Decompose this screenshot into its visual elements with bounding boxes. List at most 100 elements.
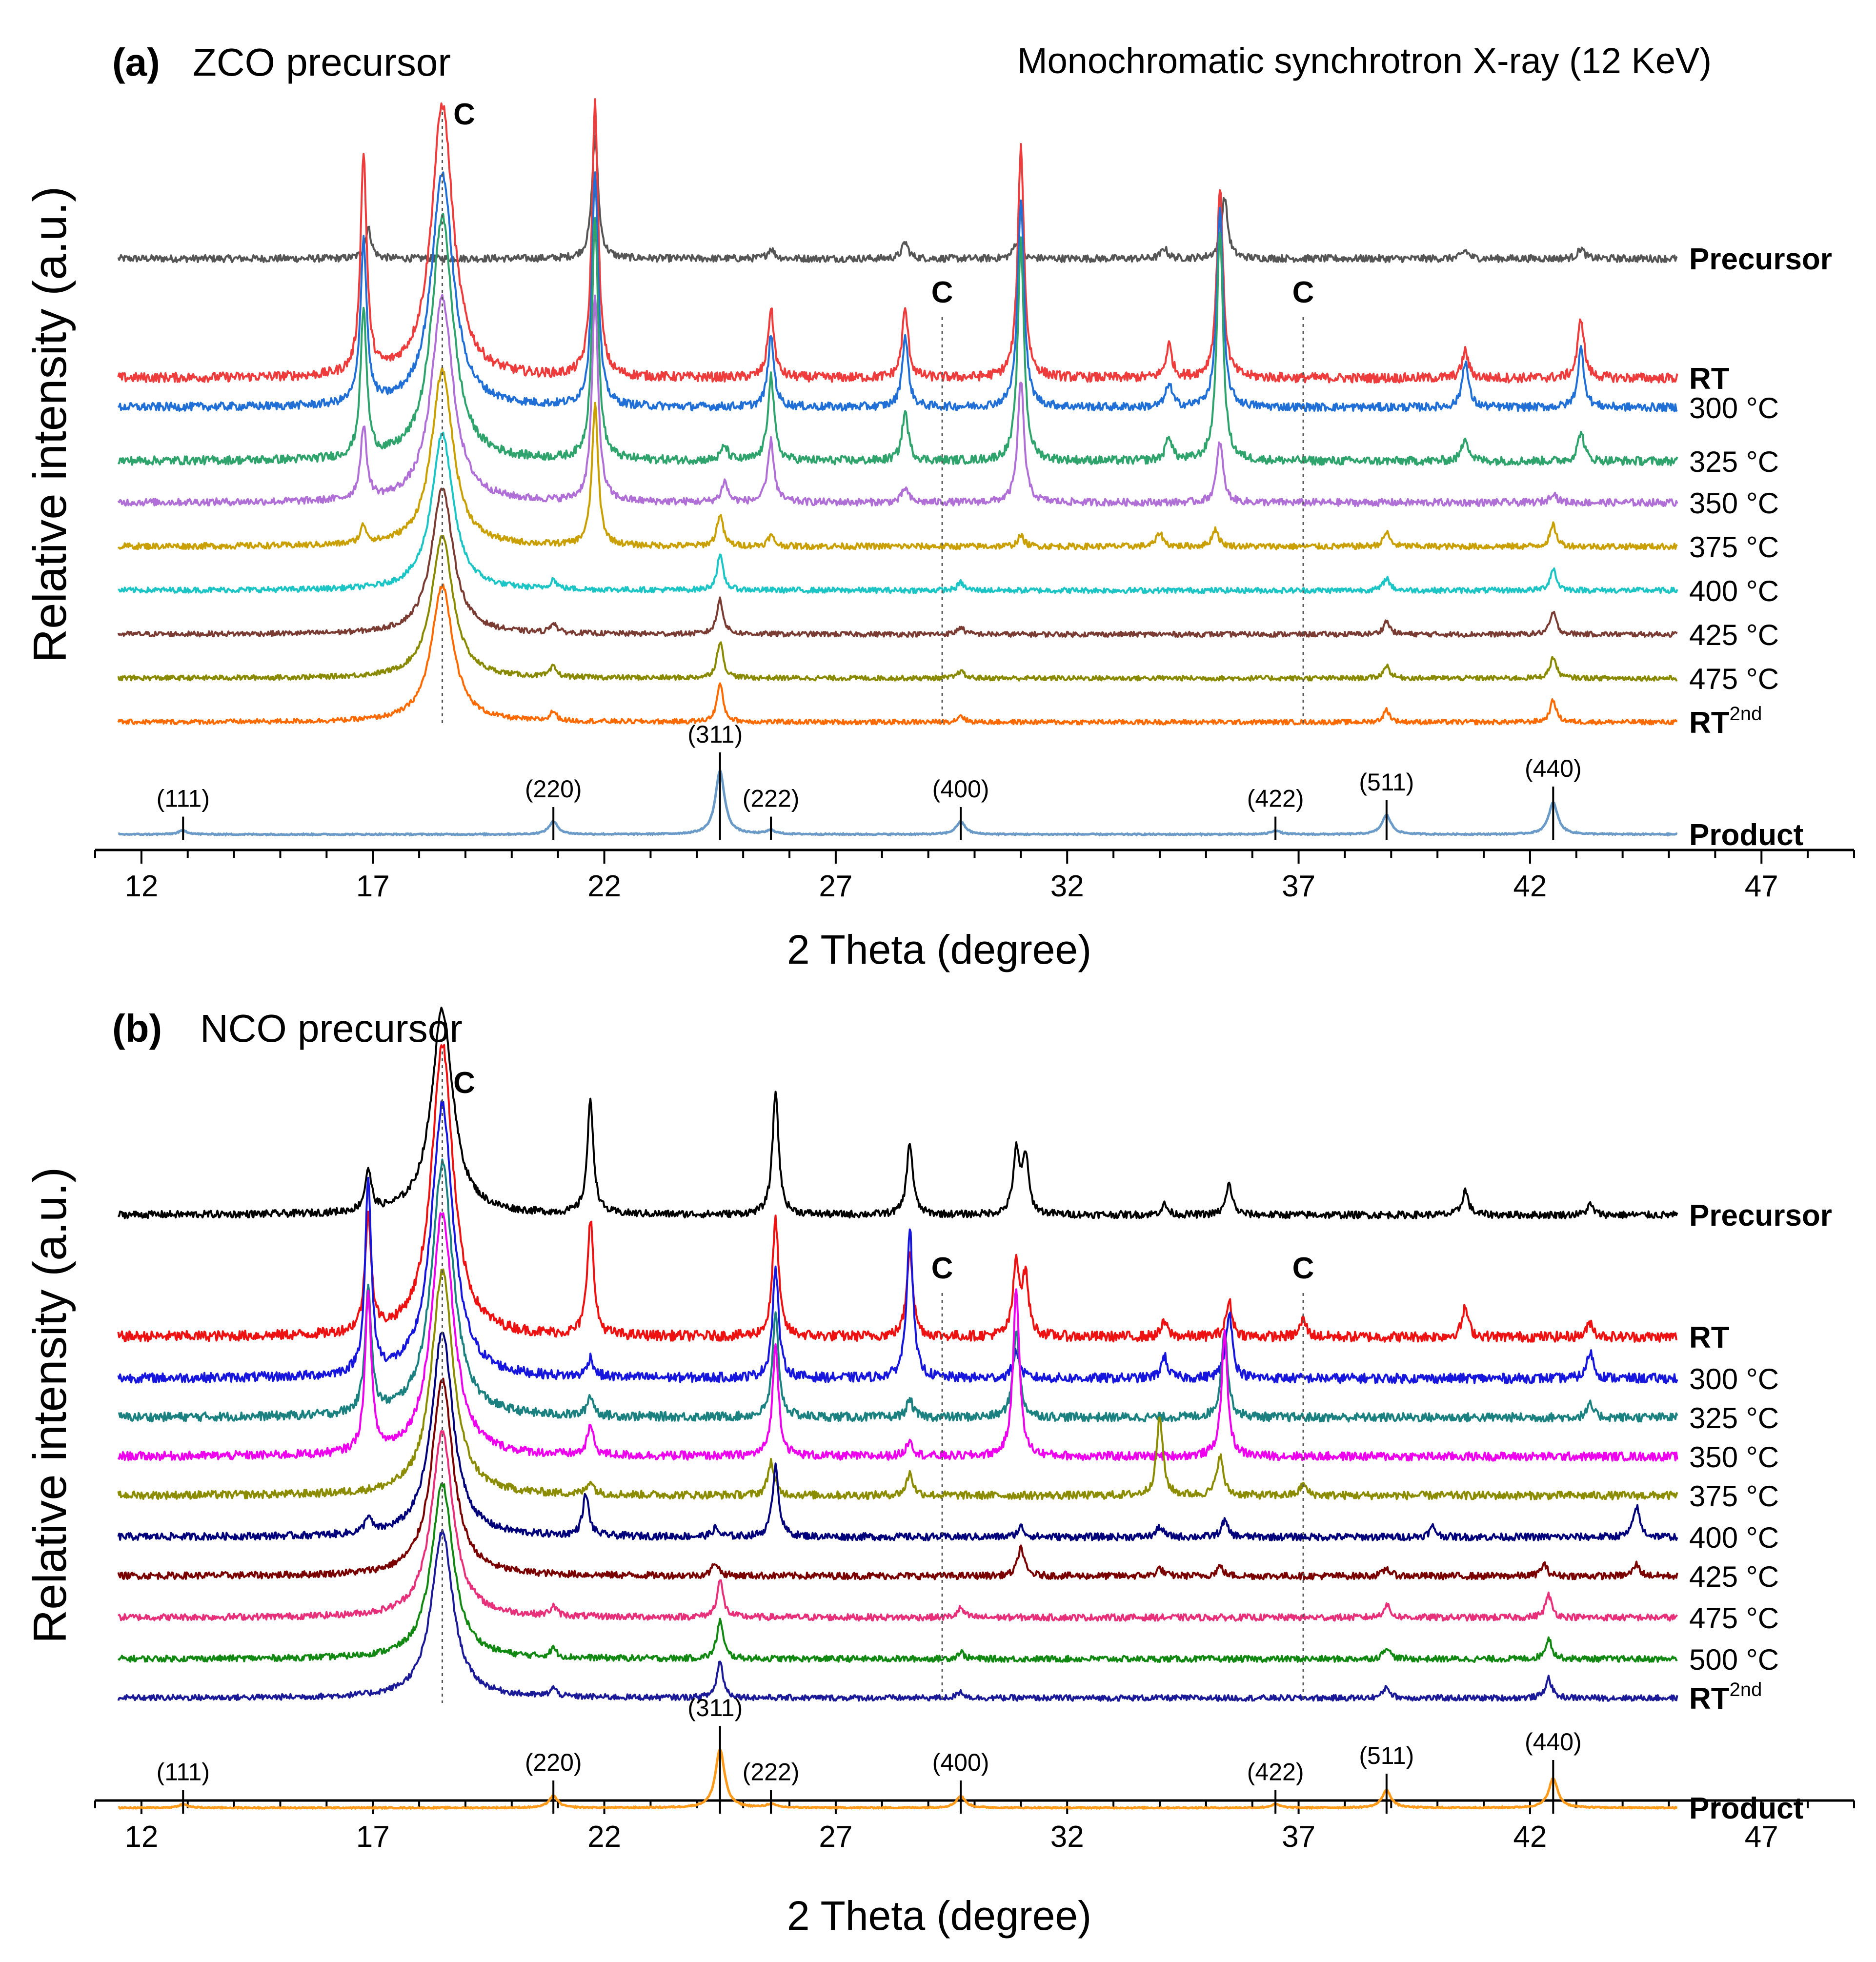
b-tick-label-37: 37 [1282,1820,1315,1854]
a-series-label-400-c: 400 °C [1689,575,1779,607]
panel-a-y-axis-title: Relative intensity (a.u.) [24,186,76,663]
panel-a-x-axis-title: 2 Theta (degree) [787,927,1091,972]
a-series-label-rt2nd: RT2nd [1689,703,1762,740]
b-series-label-325-c: 325 °C [1689,1402,1779,1435]
panel-a-traces [117,98,1678,837]
b-tick-label-32: 32 [1050,1820,1084,1854]
b-trace-300-c [117,1100,1678,1384]
a-reflection-label-422: (422) [1247,785,1304,812]
b-trace-350-c [117,1212,1678,1462]
panel-a-x-axis: 12 17 22 27 32 37 42 47 [94,849,1855,903]
a-tick-label-37: 37 [1282,870,1315,903]
a-trace-product [118,767,1678,837]
b-series-label-400-c: 400 °C [1689,1521,1779,1554]
a-reflection-label-222: (222) [743,785,800,812]
b-trace-product [118,1747,1677,1810]
a-carbon-mark: C [931,276,953,309]
b-trace-precursor [117,1007,1678,1219]
b-trace-425-c [117,1377,1678,1580]
b-carbon-mark: C [931,1252,953,1285]
panel-b-carbon-marks: C C C [442,1052,1314,1703]
b-series-label-rt: RT [1689,1321,1730,1355]
b-carbon-mark: C [1292,1252,1314,1285]
b-trace-rt2nd [117,1529,1678,1702]
panel-b-y-axis-title: Relative intensity (a.u.) [24,1167,76,1643]
b-carbon-mark: C [453,1066,475,1100]
a-series-label-300-c: 300 °C [1689,392,1779,425]
a-trace-400-c [118,431,1678,594]
b-series-label-375-c: 375 °C [1689,1480,1779,1513]
panel-b-traces [117,1007,1678,1810]
a-trace-375-c [117,366,1678,551]
panel-a: (a) ZCO precursor Monochromatic synchrot… [24,40,1855,972]
a-trace-350-c [117,294,1678,507]
a-trace-precursor [117,135,1678,263]
b-trace-475-c [117,1430,1678,1622]
a-carbon-mark: C [1292,276,1314,309]
b-series-label-product: Product [1689,1792,1803,1825]
a-trace-rt2nd [117,583,1677,726]
b-trace-375-c [117,1268,1678,1500]
b-reflection-label-422: (422) [1247,1759,1304,1786]
b-reflection-label-222: (222) [743,1759,800,1786]
a-series-label-425-c: 425 °C [1689,619,1779,651]
a-trace-475-c [117,535,1678,682]
a-tick-label-22: 22 [587,870,621,903]
panel-b-series-labels: Precursor RT 300 °C 325 °C 350 °C 375 °C 400 °… [1689,1199,1832,1825]
a-reflection-label-311: (311) [687,721,743,748]
panel-a-product-reflections: (111) (220) (311) (222) (400) (422) (511) (440) [157,721,1582,840]
b-reflection-label-111: (111) [157,1759,210,1786]
b-series-label-precursor: Precursor [1689,1199,1832,1233]
b-series-label-350-c: 350 °C [1689,1441,1779,1474]
b-series-label-300-c: 300 °C [1689,1363,1779,1396]
b-tick-label-27: 27 [819,1820,852,1854]
b-reflection-label-511: (511) [1359,1742,1414,1769]
panel-a-note: Monochromatic synchrotron X-ray (12 KeV) [1017,40,1712,81]
a-trace-325-c [117,213,1678,466]
a-reflection-label-111: (111) [157,785,210,812]
b-series-label-rt2nd: RT2nd [1689,1679,1762,1716]
a-carbon-mark: C [453,98,475,131]
a-tick-label-27: 27 [819,870,852,903]
a-trace-rt [117,98,1678,384]
a-tick-label-42: 42 [1513,870,1547,903]
panel-b-product-reflections: (111) (220) (311) (222) (400) (422) (511) (440) [157,1694,1582,1814]
b-tick-label-47: 47 [1745,1820,1778,1854]
a-reflection-label-440: (440) [1525,755,1582,782]
a-tick-label-47: 47 [1745,870,1778,903]
a-series-label-rt: RT [1689,362,1730,396]
panel-a-letter: (a) [112,40,160,84]
panel-b-x-axis: 12 17 22 27 32 37 42 47 [94,1799,1855,1854]
b-tick-label-12: 12 [124,1820,158,1854]
b-trace-rt [117,1044,1677,1343]
a-trace-300-c [117,171,1678,412]
a-series-label-sup: 2nd [1730,703,1762,725]
panel-b-letter: (b) [112,1007,162,1050]
a-series-label-325-c: 325 °C [1689,445,1779,478]
a-series-label-product: Product [1689,818,1803,852]
a-reflection-label-400: (400) [932,775,989,803]
a-reflection-label-511: (511) [1359,769,1414,796]
panel-b-title: NCO precursor [200,1007,463,1050]
a-series-label-350-c: 350 °C [1689,487,1779,520]
a-series-label-375-c: 375 °C [1689,531,1779,564]
panel-a-title: ZCO precursor [193,40,451,84]
a-tick-label-32: 32 [1050,870,1084,903]
b-trace-400-c [117,1331,1678,1542]
a-series-label-precursor: Precursor [1689,243,1832,276]
b-trace-500-c [117,1482,1678,1663]
b-series-label-425-c: 425 °C [1689,1560,1779,1593]
a-tick-label-17: 17 [356,870,390,903]
panel-b: (b) NCO precursor Relative intensity (a.… [24,1007,1855,1939]
panel-b-x-axis-title: 2 Theta (degree) [787,1893,1091,1939]
a-trace-425-c [117,487,1678,638]
panel-a-carbon-marks: C C C [442,98,1314,727]
b-series-label-sup: 2nd [1730,1679,1762,1700]
b-series-label-475-c: 475 °C [1689,1602,1779,1635]
a-tick-label-12: 12 [124,870,158,903]
b-reflection-label-400: (400) [932,1749,989,1776]
b-reflection-label-311: (311) [687,1694,743,1721]
a-series-label-475-c: 475 °C [1689,663,1779,695]
